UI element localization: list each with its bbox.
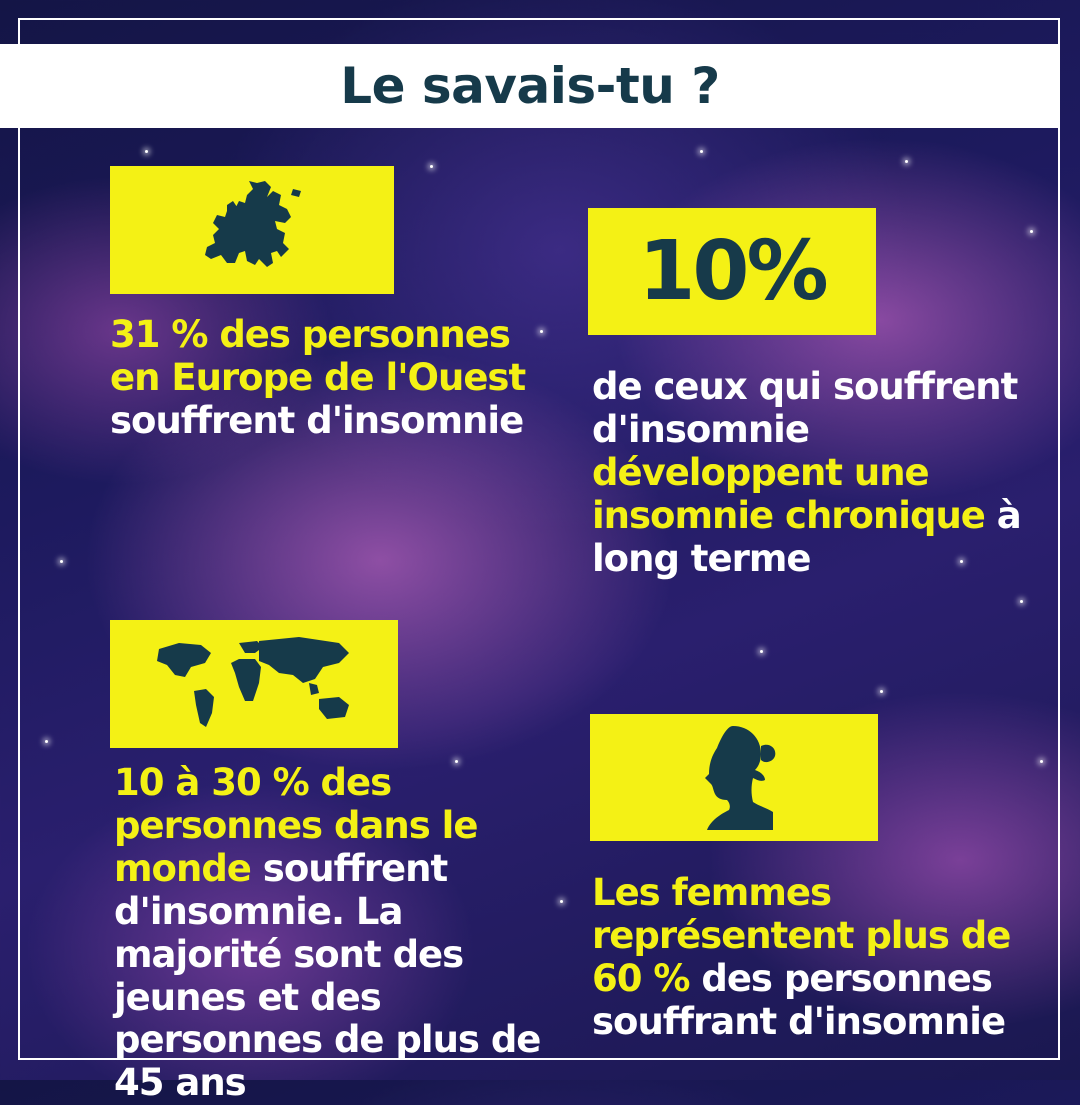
world-map-icon	[157, 637, 349, 727]
title-bar: Le savais-tu ?	[0, 44, 1060, 128]
world-fact-text: 10 à 30 % des personnes dans le monde so…	[114, 761, 564, 1105]
page-title: Le savais-tu ?	[340, 57, 720, 115]
world-card	[110, 620, 398, 748]
women-fact-highlight: Les femmes représentent plus de 60 %	[592, 871, 1011, 1000]
chronic-fact-highlight: développent une insomnie chronique	[592, 450, 986, 537]
women-fact-text: Les femmes représentent plus de 60 % des…	[592, 871, 1052, 1044]
europe-fact-highlight: 31 % des personnes en Europe de l'Ouest	[110, 313, 526, 399]
women-fact-rest: des personnes souffrant d'insomnie	[592, 956, 1006, 1043]
woman-profile-icon	[705, 725, 776, 830]
page-frame	[18, 18, 1060, 1060]
women-card	[590, 714, 878, 841]
chronic-stat-value: 10%	[638, 224, 828, 319]
chronic-fact-post: à long terme	[592, 493, 1022, 580]
chronic-fact-text: de ceux qui souffrent d'insomnie dévelop…	[592, 365, 1042, 581]
europe-fact-text: 31 % des personnes en Europe de l'Ouest …	[110, 313, 530, 443]
chronic-stat-card: 10%	[588, 208, 876, 335]
world-fact-highlight: 10 à 30 % des personnes dans le monde	[114, 761, 478, 890]
world-fact-rest: souffrent d'insomnie. La majorité sont d…	[114, 846, 541, 1105]
chronic-fact-pre: de ceux qui souffrent d'insomnie	[592, 365, 1018, 451]
europe-card	[110, 166, 394, 294]
europe-fact-rest: souffrent d'insomnie	[110, 398, 524, 442]
europe-map-icon	[205, 181, 301, 267]
star-field	[0, 0, 1080, 1080]
